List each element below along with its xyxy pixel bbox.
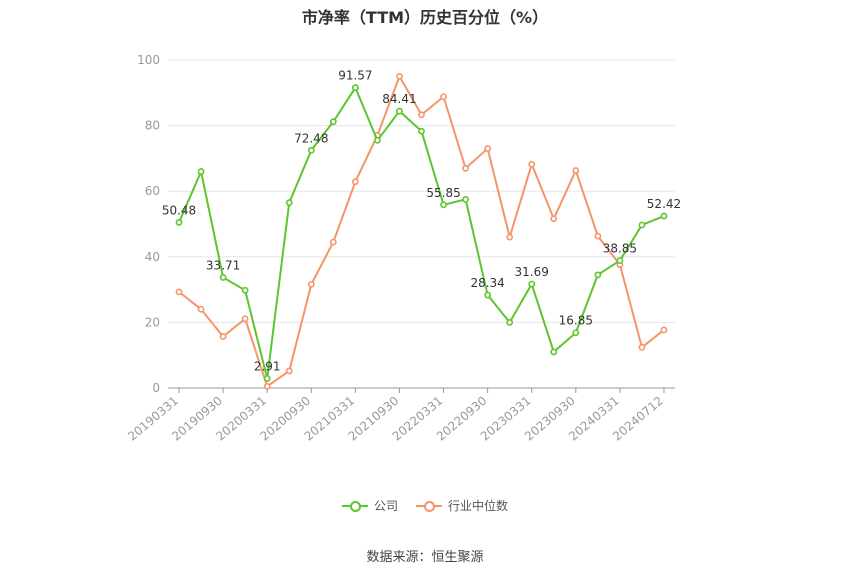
point-company [329, 118, 337, 126]
data-labels: 50.48 33.71 2.91 72.48 91.57 84.41 55.85 28.34 3… [162, 69, 681, 374]
point-company [219, 274, 227, 281]
point-industry [418, 111, 425, 119]
data-label: 31.69 [515, 265, 549, 279]
point-industry [550, 215, 558, 223]
y-tick-label: 20 [145, 315, 160, 329]
point-company [263, 375, 271, 382]
y-tick-label: 100 [137, 53, 160, 67]
data-label: 84.41 [382, 92, 416, 106]
y-tick-label: 80 [145, 119, 160, 133]
series-line-industry [178, 75, 665, 388]
point-company [594, 271, 602, 279]
data-label: 50.48 [162, 203, 196, 217]
point-industry [307, 280, 315, 288]
point-company [374, 136, 381, 144]
point-company [351, 84, 359, 92]
point-industry [638, 343, 646, 351]
point-company [197, 168, 205, 175]
point-company [307, 146, 315, 154]
legend-company-marker [341, 500, 368, 512]
legend-item-company[interactable]: 公司 [341, 497, 398, 514]
data-label: 28.34 [470, 276, 504, 290]
point-company [285, 199, 293, 207]
point-company [462, 195, 469, 203]
grid-lines [168, 59, 675, 323]
line-chart: 0 20 40 60 80 100 201903312019093020200331202… [125, 53, 681, 444]
point-company [241, 286, 249, 294]
x-axis: 2019033120190930202003312020093020210331… [125, 387, 675, 444]
point-company [550, 348, 558, 356]
point-company [396, 107, 403, 115]
legend-company-label: 公司 [373, 499, 398, 513]
point-company [440, 201, 447, 209]
data-label: 16.85 [559, 314, 593, 328]
point-industry [329, 238, 337, 246]
point-industry [241, 315, 249, 323]
data-label: 33.71 [206, 258, 240, 272]
point-company [660, 212, 668, 220]
y-tick-label: 0 [152, 381, 160, 395]
chart-title: 市净率（TTM）历史百分位（%） [301, 8, 549, 27]
data-label: 38.85 [603, 242, 637, 256]
data-label: 72.48 [294, 131, 328, 145]
point-industry [440, 93, 447, 101]
point-industry [263, 382, 271, 390]
point-company [418, 127, 425, 135]
point-industry [506, 233, 514, 241]
data-label: 55.85 [426, 186, 460, 200]
point-company [616, 257, 624, 264]
point-industry [594, 232, 602, 240]
y-axis: 0 20 40 60 80 100 [137, 53, 160, 395]
point-company [506, 318, 514, 326]
y-tick-label: 40 [145, 250, 160, 264]
point-company [528, 280, 536, 288]
data-label: 52.42 [647, 197, 681, 211]
point-industry [462, 164, 469, 172]
point-industry [285, 367, 293, 375]
data-label: 2.91 [254, 359, 281, 373]
point-company [572, 329, 580, 337]
point-company [175, 219, 183, 226]
point-industry [660, 326, 668, 334]
legend: 公司 行业中位数 [0, 497, 850, 514]
legend-item-industry-median[interactable]: 行业中位数 [416, 497, 508, 514]
point-industry [396, 73, 403, 80]
point-industry [197, 305, 205, 313]
series-group [175, 73, 668, 390]
legend-industry-label: 行业中位数 [448, 499, 509, 513]
data-label: 91.57 [338, 69, 372, 83]
point-industry [351, 178, 359, 186]
data-source: 数据来源：恒生聚源 [366, 550, 484, 565]
point-industry [175, 288, 183, 296]
legend-industry-marker [416, 500, 442, 512]
point-company [638, 221, 646, 229]
point-industry [219, 333, 227, 340]
point-industry [572, 167, 580, 174]
point-company [484, 291, 492, 299]
y-tick-label: 60 [145, 184, 160, 198]
point-industry [484, 145, 492, 152]
point-industry [528, 160, 536, 168]
